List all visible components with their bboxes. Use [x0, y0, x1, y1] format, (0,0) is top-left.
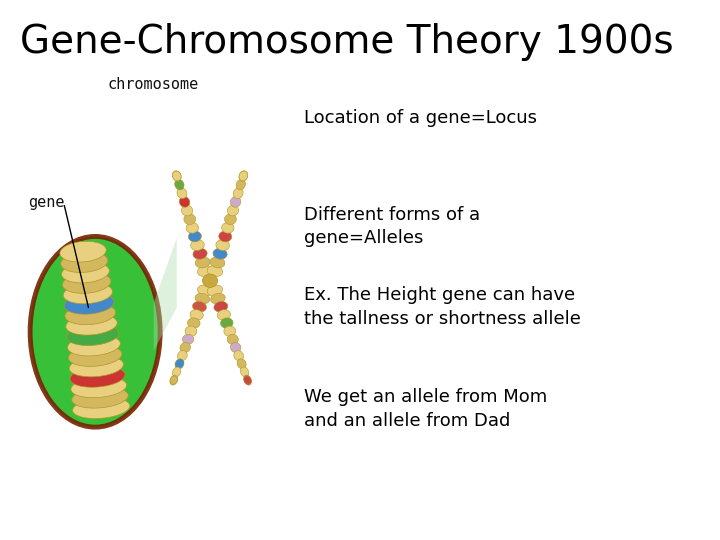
Ellipse shape	[197, 285, 213, 296]
Ellipse shape	[216, 240, 230, 251]
Ellipse shape	[240, 367, 249, 377]
Ellipse shape	[66, 314, 117, 335]
Ellipse shape	[170, 376, 178, 384]
Ellipse shape	[186, 222, 199, 233]
Ellipse shape	[244, 376, 251, 384]
Ellipse shape	[207, 285, 222, 296]
Ellipse shape	[172, 171, 181, 181]
Ellipse shape	[71, 377, 127, 397]
Ellipse shape	[177, 350, 187, 361]
Ellipse shape	[184, 214, 196, 225]
Ellipse shape	[180, 342, 190, 353]
Ellipse shape	[192, 301, 207, 312]
Ellipse shape	[195, 257, 210, 268]
Ellipse shape	[70, 366, 125, 387]
Ellipse shape	[210, 257, 225, 268]
Ellipse shape	[225, 214, 236, 225]
Text: Different forms of a
gene=Alleles: Different forms of a gene=Alleles	[304, 206, 480, 247]
Ellipse shape	[175, 359, 184, 369]
Ellipse shape	[239, 171, 248, 181]
Ellipse shape	[197, 266, 213, 276]
Ellipse shape	[224, 326, 235, 336]
Ellipse shape	[190, 310, 203, 320]
Text: Gene-Chromosome Theory 1900s: Gene-Chromosome Theory 1900s	[19, 23, 673, 61]
Ellipse shape	[173, 171, 181, 181]
Ellipse shape	[63, 273, 111, 293]
Ellipse shape	[217, 309, 230, 320]
Ellipse shape	[64, 293, 114, 314]
Text: We get an allele from Mom
and an allele from Dad: We get an allele from Mom and an allele …	[304, 388, 547, 430]
Ellipse shape	[175, 179, 184, 190]
Text: chromosome: chromosome	[107, 77, 199, 92]
Ellipse shape	[195, 293, 210, 304]
Ellipse shape	[220, 318, 233, 328]
Ellipse shape	[207, 266, 222, 276]
Ellipse shape	[172, 367, 181, 377]
Ellipse shape	[60, 252, 108, 273]
Ellipse shape	[61, 262, 109, 283]
Ellipse shape	[179, 197, 190, 207]
Polygon shape	[153, 238, 177, 351]
Ellipse shape	[68, 346, 122, 366]
Ellipse shape	[67, 325, 119, 346]
Ellipse shape	[63, 283, 112, 304]
Text: Ex. The Height gene can have
the tallness or shortness allele: Ex. The Height gene can have the tallnes…	[304, 286, 581, 328]
Ellipse shape	[72, 387, 128, 408]
Ellipse shape	[65, 304, 116, 325]
Ellipse shape	[219, 231, 232, 242]
Ellipse shape	[185, 326, 197, 336]
Ellipse shape	[181, 205, 193, 216]
Ellipse shape	[30, 237, 160, 427]
Ellipse shape	[182, 334, 194, 345]
Ellipse shape	[234, 350, 243, 361]
Ellipse shape	[177, 188, 187, 199]
Text: gene: gene	[29, 195, 65, 211]
Ellipse shape	[214, 301, 228, 312]
Ellipse shape	[202, 274, 217, 287]
Text: Location of a gene=Locus: Location of a gene=Locus	[304, 109, 537, 127]
Ellipse shape	[243, 375, 251, 385]
Ellipse shape	[230, 197, 241, 207]
Ellipse shape	[73, 397, 130, 418]
Ellipse shape	[191, 240, 204, 251]
Ellipse shape	[187, 318, 200, 328]
Ellipse shape	[189, 231, 202, 242]
Ellipse shape	[68, 335, 120, 356]
Ellipse shape	[213, 248, 228, 259]
Ellipse shape	[230, 342, 241, 353]
Ellipse shape	[233, 188, 243, 199]
Ellipse shape	[236, 179, 246, 190]
Ellipse shape	[210, 293, 225, 304]
Ellipse shape	[239, 171, 248, 181]
Ellipse shape	[222, 222, 234, 233]
Ellipse shape	[237, 359, 246, 369]
Ellipse shape	[193, 248, 207, 259]
Ellipse shape	[69, 356, 124, 377]
Ellipse shape	[170, 375, 178, 385]
Ellipse shape	[227, 334, 238, 345]
Ellipse shape	[228, 205, 238, 216]
Ellipse shape	[60, 241, 107, 262]
